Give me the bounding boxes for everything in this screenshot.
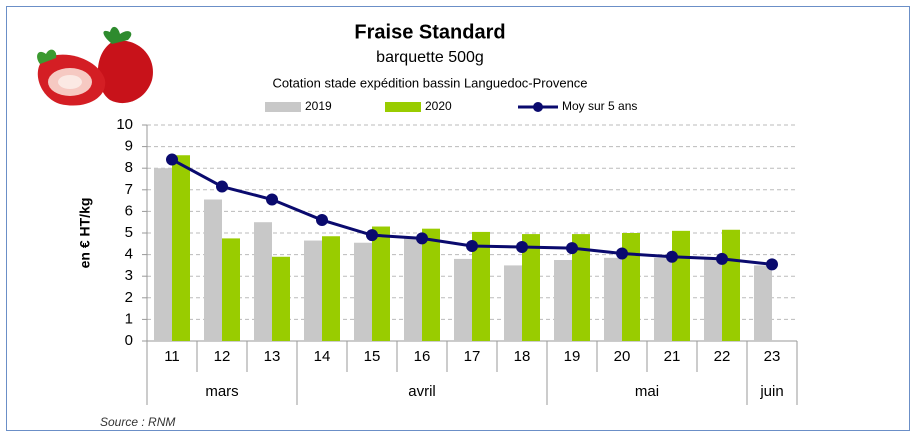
line-marker bbox=[566, 242, 578, 255]
y-axis-label: en € HT/kg bbox=[77, 198, 93, 269]
x-tick-label: 17 bbox=[464, 348, 481, 365]
bar bbox=[154, 168, 172, 341]
y-tick-label: 8 bbox=[125, 159, 133, 176]
y-tick-label: 9 bbox=[125, 138, 133, 155]
y-tick-label: 3 bbox=[125, 267, 133, 284]
x-tick-label: 16 bbox=[414, 348, 431, 365]
line-marker bbox=[216, 180, 228, 193]
chart-description: Cotation stade expédition bassin Langued… bbox=[272, 75, 587, 90]
bar bbox=[254, 222, 272, 341]
bar bbox=[704, 257, 722, 341]
x-group-label: mars bbox=[205, 383, 238, 400]
y-tick-label: 7 bbox=[125, 181, 133, 198]
bar bbox=[272, 256, 290, 341]
strawberry-illustration bbox=[37, 26, 153, 106]
bar bbox=[622, 233, 640, 341]
line-marker bbox=[616, 247, 628, 260]
legend-label: Moy sur 5 ans bbox=[562, 99, 637, 113]
bar bbox=[722, 229, 740, 341]
line-marker bbox=[716, 252, 728, 265]
bar bbox=[572, 234, 590, 341]
y-tick-label: 1 bbox=[125, 310, 133, 327]
x-tick-label: 21 bbox=[664, 348, 681, 365]
bar bbox=[354, 242, 372, 341]
x-group-label: avril bbox=[408, 383, 436, 400]
legend-swatch bbox=[385, 102, 421, 112]
bar bbox=[222, 238, 240, 341]
line-marker bbox=[466, 239, 478, 252]
x-tick-label: 18 bbox=[514, 348, 531, 365]
legend-swatch bbox=[265, 102, 301, 112]
bar bbox=[454, 258, 472, 341]
x-tick-label: 19 bbox=[564, 348, 581, 365]
bar bbox=[672, 230, 690, 341]
line-marker bbox=[166, 153, 178, 166]
line-marker bbox=[516, 241, 528, 254]
bar bbox=[172, 155, 190, 341]
x-tick-label: 23 bbox=[764, 348, 781, 365]
y-tick-label: 0 bbox=[125, 332, 133, 349]
bar bbox=[604, 257, 622, 341]
bar bbox=[204, 199, 222, 341]
y-tick-label: 4 bbox=[125, 246, 133, 263]
x-group-label: juin bbox=[759, 383, 783, 400]
bar bbox=[472, 231, 490, 341]
line-marker bbox=[766, 258, 778, 271]
bar bbox=[404, 238, 422, 341]
y-tick-label: 6 bbox=[125, 202, 133, 219]
line-marker bbox=[266, 193, 278, 206]
bar bbox=[304, 240, 322, 341]
legend-label: 2019 bbox=[305, 99, 332, 113]
y-tick-label: 2 bbox=[125, 289, 133, 306]
x-tick-label: 11 bbox=[164, 348, 180, 365]
line-marker bbox=[366, 229, 378, 242]
bar bbox=[372, 226, 390, 341]
y-tick-label: 5 bbox=[125, 224, 133, 241]
line-marker bbox=[316, 214, 328, 227]
bar bbox=[322, 236, 340, 341]
x-tick-label: 14 bbox=[314, 348, 331, 365]
bar bbox=[754, 265, 772, 341]
chart-subtitle: barquette 500g bbox=[376, 49, 484, 66]
legend-label: 2020 bbox=[425, 99, 452, 113]
y-tick-label: 10 bbox=[116, 116, 133, 133]
bar bbox=[522, 234, 540, 341]
line-marker bbox=[666, 250, 678, 263]
bar bbox=[654, 257, 672, 341]
x-tick-label: 15 bbox=[364, 348, 381, 365]
x-tick-label: 12 bbox=[214, 348, 231, 365]
x-tick-label: 13 bbox=[264, 348, 281, 365]
bar bbox=[554, 260, 572, 341]
bar bbox=[504, 265, 522, 341]
x-group-label: mai bbox=[635, 383, 659, 400]
x-tick-label: 22 bbox=[714, 348, 731, 365]
line-marker bbox=[416, 232, 428, 245]
legend-swatch-marker bbox=[533, 102, 543, 112]
bar bbox=[422, 228, 440, 341]
chart-title: Fraise Standard bbox=[354, 21, 505, 43]
source: Source : RNM bbox=[100, 415, 175, 429]
x-tick-label: 20 bbox=[614, 348, 631, 365]
